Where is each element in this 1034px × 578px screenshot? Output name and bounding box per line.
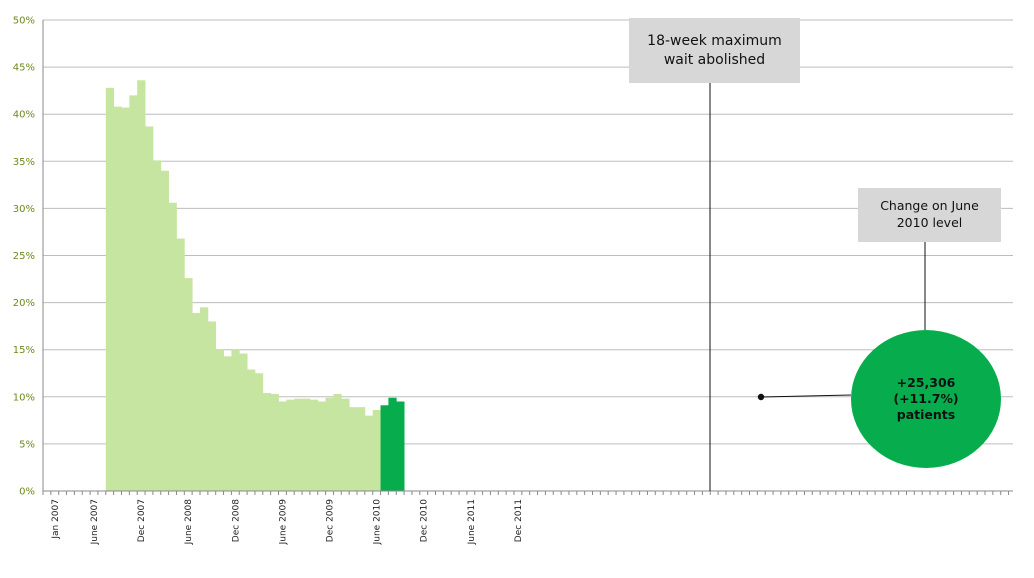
y-tick-label: 50% xyxy=(13,16,35,27)
bar xyxy=(317,401,326,491)
bar xyxy=(364,415,374,491)
y-tick-label: 5% xyxy=(19,439,35,450)
bar xyxy=(341,398,350,491)
annotation-policy-change: 18-week maximum wait abolished xyxy=(629,18,800,83)
bar xyxy=(286,399,295,491)
result-leader-dot xyxy=(757,393,765,401)
change-result-badge: +25,306 (+11.7%) patients xyxy=(851,330,1001,468)
bar xyxy=(184,278,193,491)
bar xyxy=(152,160,162,491)
y-axis-tick-labels: 0% 5% 10% 15% 20% 25% 30% 35% 40% 45% 50% xyxy=(13,16,35,498)
bar xyxy=(129,95,138,492)
bar xyxy=(325,397,334,491)
bar xyxy=(168,202,177,492)
bar xyxy=(200,307,209,491)
y-tick-label: 15% xyxy=(13,345,35,356)
y-tick-label: 40% xyxy=(13,110,35,121)
x-tick-label: Dec 2011 xyxy=(514,499,524,542)
bar xyxy=(239,353,248,491)
y-tick-label: 20% xyxy=(13,298,35,309)
x-tick-label: June 2011 xyxy=(467,499,477,545)
bar xyxy=(278,401,287,491)
bar xyxy=(302,398,311,491)
callout-leader-lines xyxy=(709,83,926,491)
bar xyxy=(247,369,256,491)
x-tick-label: Jan 2007 xyxy=(51,499,61,540)
bar xyxy=(137,80,146,492)
axes xyxy=(42,20,1013,495)
bar xyxy=(349,407,358,491)
bar-highlight xyxy=(380,405,389,491)
bar xyxy=(262,393,272,491)
bar-highlight xyxy=(388,397,397,491)
bar xyxy=(160,170,169,491)
x-tick-label: June 2007 xyxy=(90,499,100,545)
x-tick-label: Dec 2007 xyxy=(137,499,147,542)
bar xyxy=(105,87,115,491)
bar xyxy=(372,409,381,491)
x-tick-label: June 2009 xyxy=(278,499,288,546)
bar-highlight xyxy=(396,401,405,491)
bar xyxy=(121,107,130,491)
bar xyxy=(294,398,303,491)
bars xyxy=(105,80,405,492)
y-tick-label: 0% xyxy=(19,487,35,498)
bar xyxy=(357,407,366,491)
x-tick-label: June 2008 xyxy=(184,499,194,546)
bar xyxy=(215,349,224,491)
x-tick-label: Dec 2010 xyxy=(420,499,430,542)
y-tick-label: 30% xyxy=(13,204,35,215)
bar xyxy=(254,373,264,491)
x-tick-label: Dec 2009 xyxy=(326,499,336,542)
bar xyxy=(192,312,201,491)
bar xyxy=(113,106,122,491)
bar xyxy=(333,393,342,491)
bar xyxy=(270,393,279,491)
bar xyxy=(145,126,154,492)
bar xyxy=(207,321,217,491)
bar xyxy=(309,399,319,491)
bar xyxy=(176,238,185,491)
bar xyxy=(231,349,240,491)
result-leader-line xyxy=(760,394,852,398)
y-tick-label: 10% xyxy=(13,392,35,403)
x-tick-label: June 2010 xyxy=(373,499,383,546)
bar xyxy=(223,356,232,491)
y-tick-label: 25% xyxy=(13,251,35,262)
y-tick-label: 35% xyxy=(13,157,35,168)
x-axis-tick-labels: Jan 2007 June 2007 Dec 2007 June 2008 Dec 20… xyxy=(51,499,524,546)
y-tick-label: 45% xyxy=(13,63,35,74)
x-tick-label: Dec 2008 xyxy=(231,499,241,542)
annotation-change-label: Change on June 2010 level xyxy=(858,188,1001,242)
